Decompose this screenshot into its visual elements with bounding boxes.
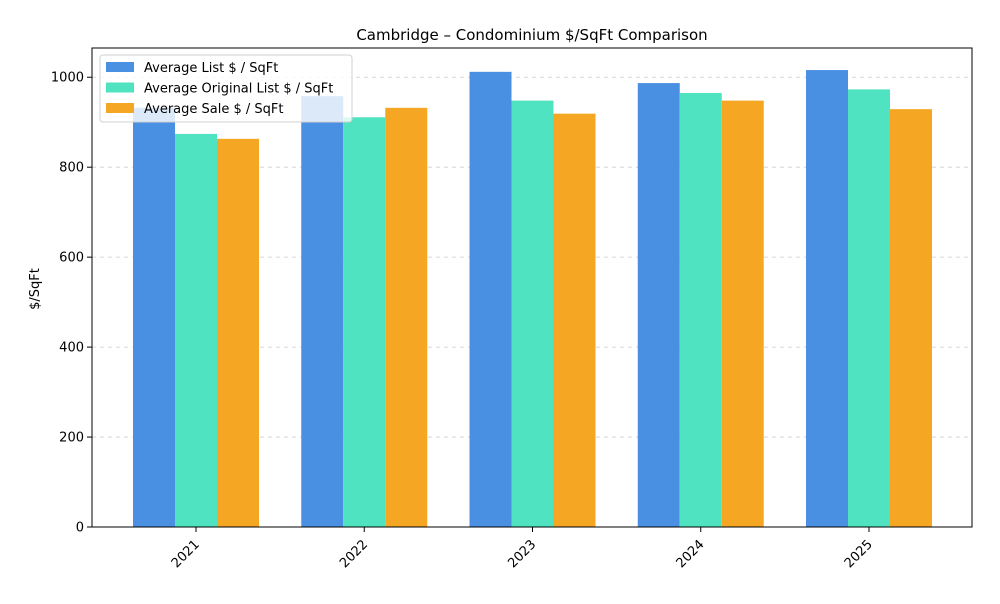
bar-2-2022: [343, 117, 386, 527]
bars: [133, 70, 932, 528]
legend-label: Average Sale $ / SqFt: [144, 102, 283, 117]
y-tick-label: 800: [59, 161, 84, 176]
axes: [87, 47, 973, 532]
legend-label: Average Original List $ / SqFt: [144, 82, 333, 97]
bar-1-2022: [301, 96, 344, 528]
bar-2-2023: [511, 100, 554, 528]
legend-box: [99, 54, 353, 123]
bar-3-2023: [553, 113, 596, 528]
y-axis-label: $/SqFt: [28, 268, 43, 310]
y-tick-label: 400: [59, 341, 84, 356]
y-tick-label: 600: [59, 251, 84, 266]
bar-2-2025: [848, 89, 890, 527]
legend-swatch: [106, 82, 134, 93]
y-tick-label: 200: [59, 431, 84, 446]
bar-3-2024: [721, 100, 764, 528]
legend-label: Average List $ / SqFt: [144, 61, 278, 76]
bar-2-2021: [175, 133, 217, 528]
bar-3-2025: [890, 109, 932, 527]
bar-2-2024: [679, 92, 722, 527]
bar-3-2022: [385, 107, 428, 527]
bar-3-2021: [217, 138, 259, 527]
legend-swatch: [106, 103, 134, 113]
legend-swatch: [106, 62, 134, 72]
bar-1-2025: [806, 70, 848, 527]
chart-title: Cambridge – Condominium $/SqFt Compariso…: [356, 26, 707, 44]
y-tick-label: 1000: [51, 71, 84, 86]
y-tick-label: 0: [76, 521, 84, 536]
bar-1-2023: [469, 71, 512, 527]
bar-1-2021: [133, 107, 175, 527]
plot-frame: [91, 47, 973, 528]
legend: Average List $ / SqFt Average Original Li…: [99, 54, 353, 123]
bar-1-2024: [637, 83, 680, 527]
